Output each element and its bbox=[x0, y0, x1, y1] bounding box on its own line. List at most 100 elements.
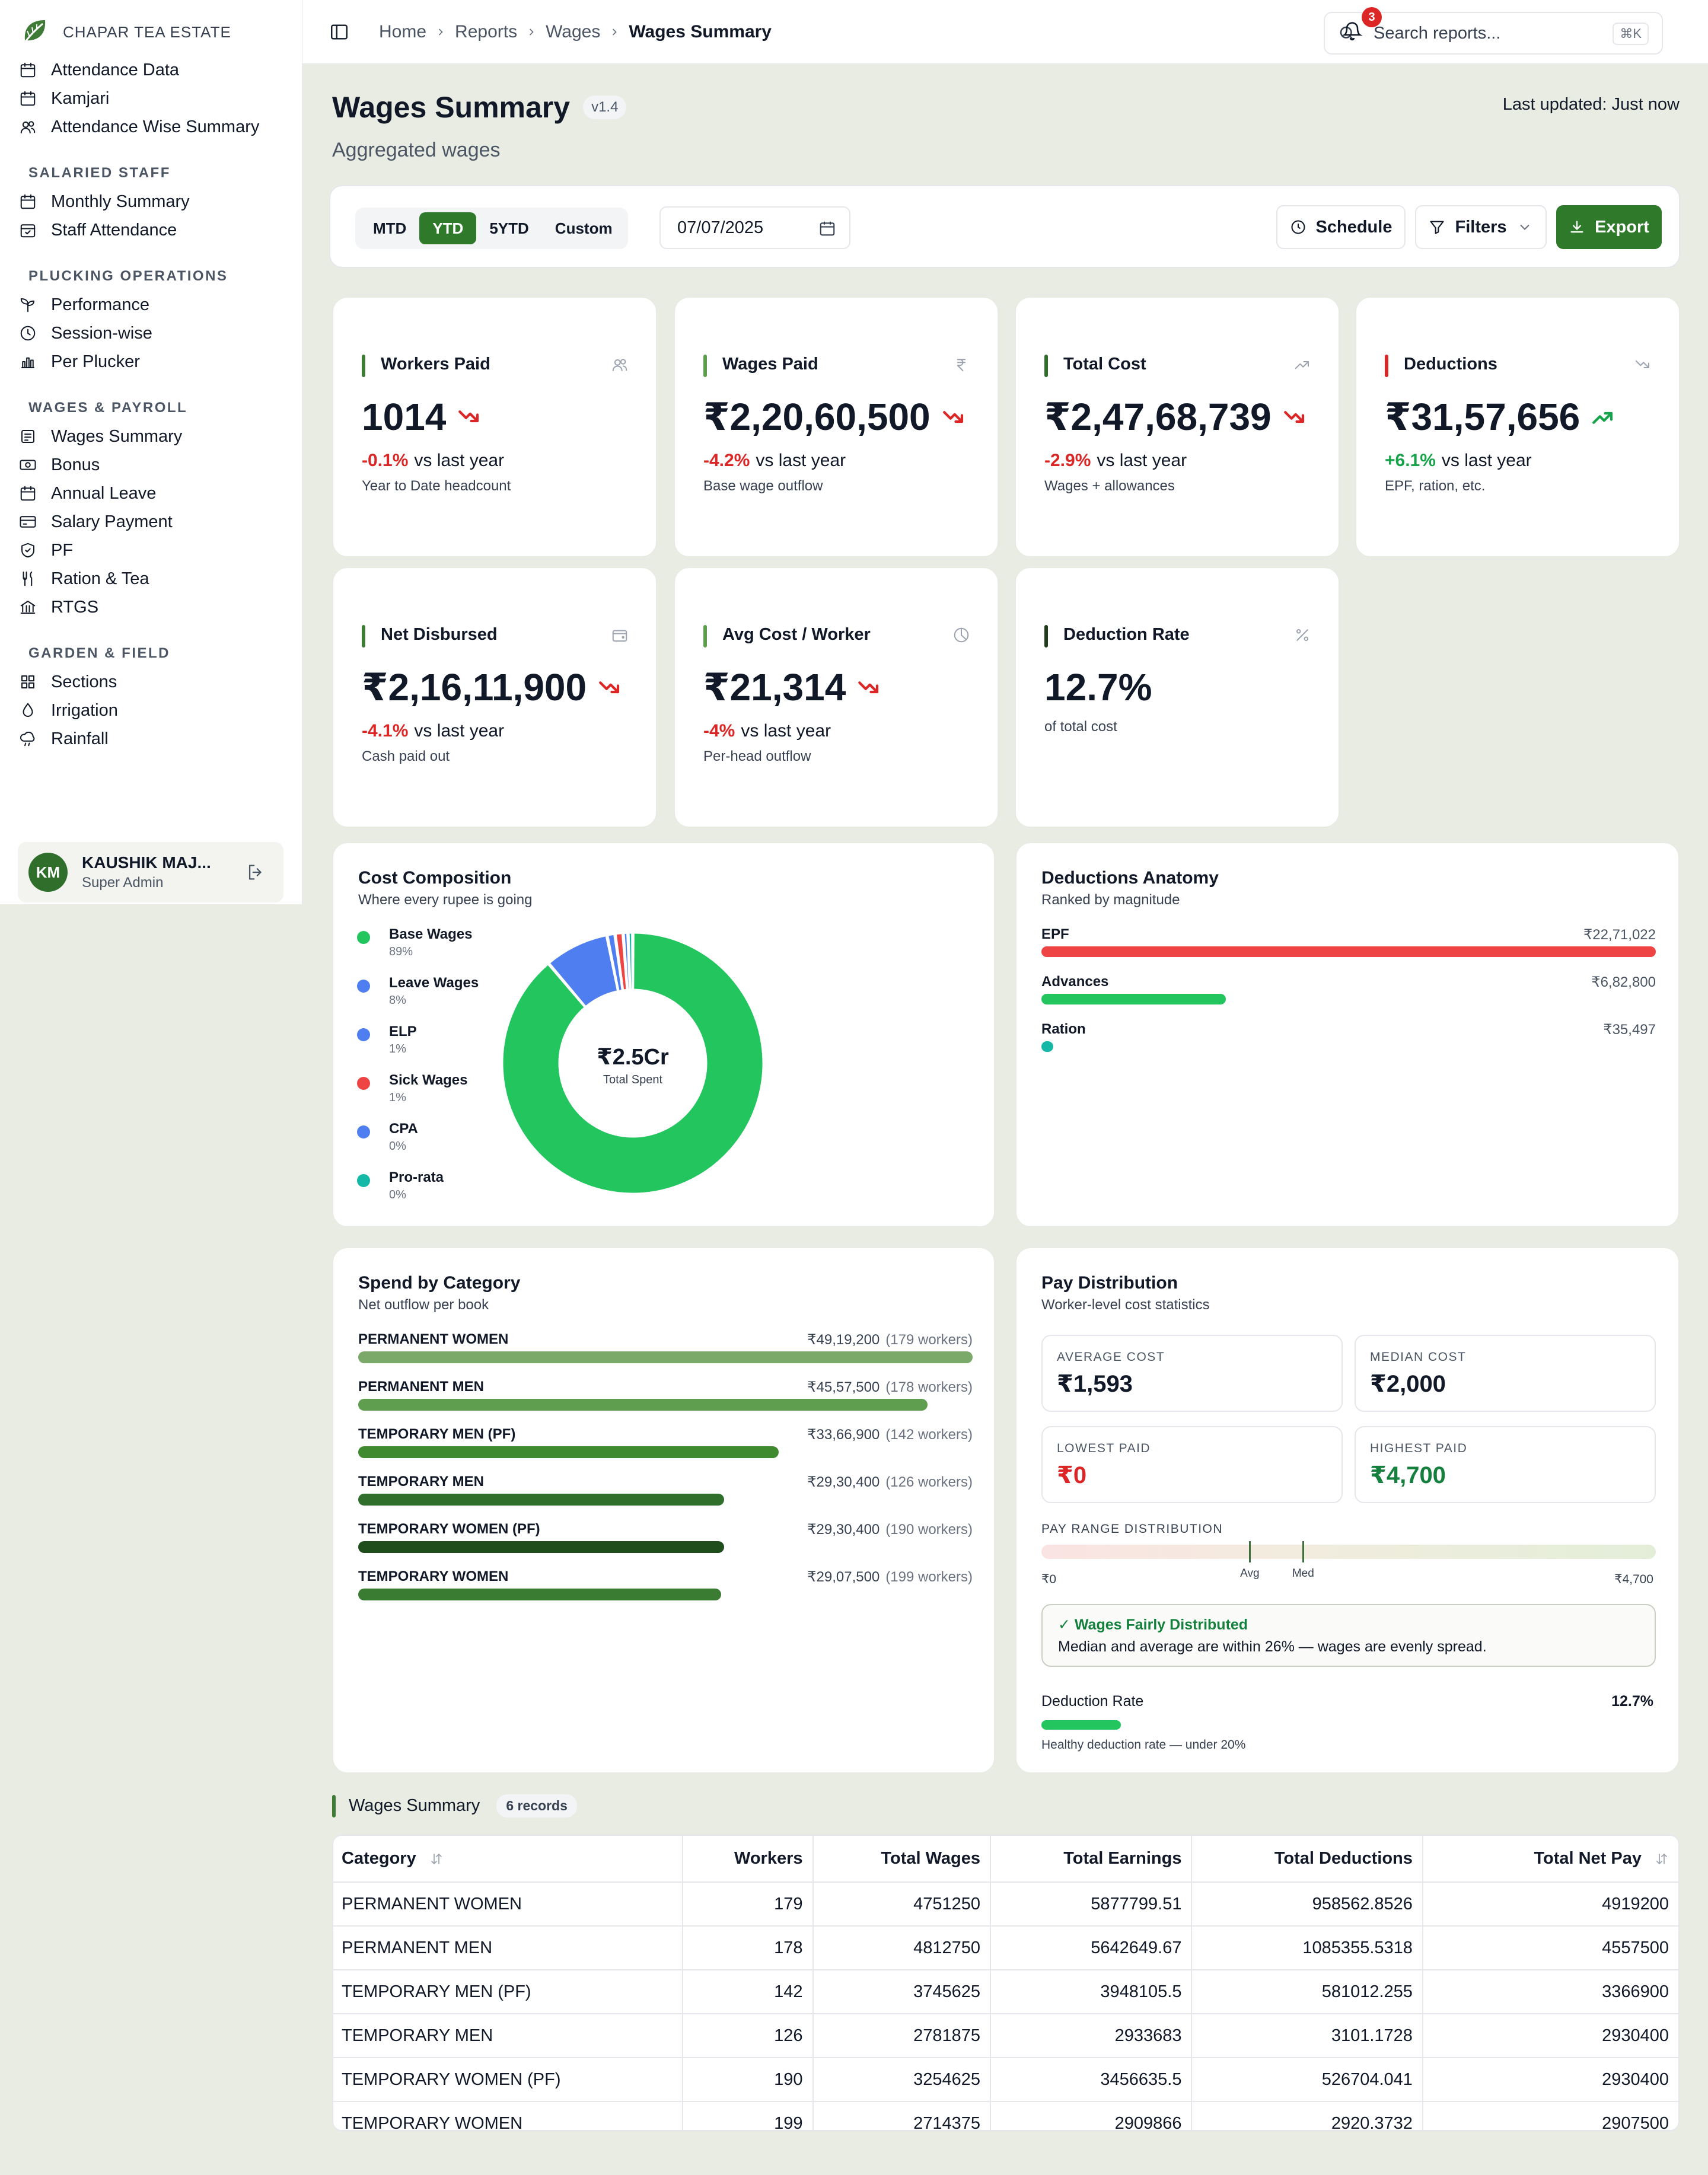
sidebar-item-session-wise[interactable]: Session-wise bbox=[0, 319, 302, 347]
kpi-card-net-disbursed: Net Disbursed ₹2,16,11,900 -4.1% vs last ye… bbox=[332, 567, 657, 828]
breadcrumb-reports[interactable]: Reports bbox=[455, 21, 518, 42]
clock-icon bbox=[19, 324, 37, 342]
range-min: ₹0 bbox=[1041, 1573, 1057, 1586]
column-total-deductions[interactable]: Total Deductions bbox=[1191, 1836, 1423, 1883]
cell-total-wages: 3254625 bbox=[812, 2058, 992, 2102]
column-category[interactable]: Category bbox=[333, 1836, 683, 1883]
sidebar-nav: Attendance Data Kamjari Attendance Wise Su… bbox=[0, 56, 302, 821]
period-ytd[interactable]: YTD bbox=[419, 212, 477, 244]
sidebar-item-salary-payment[interactable]: Salary Payment bbox=[0, 508, 302, 536]
kpi-note: Wages + allowances bbox=[1044, 478, 1175, 494]
table-row[interactable]: TEMPORARY MEN 126 2781875 2933683 3101.1728 2… bbox=[333, 2014, 1678, 2058]
kpi-label: Deductions bbox=[1404, 355, 1497, 374]
trend-down-icon bbox=[1282, 405, 1307, 430]
column-label: Category bbox=[342, 1849, 416, 1868]
cloud-rain-icon bbox=[19, 730, 37, 748]
median-marker-label: Med bbox=[1292, 1567, 1314, 1580]
sidebar-item-label: Attendance Wise Summary bbox=[51, 117, 260, 136]
chevron-down-icon bbox=[1519, 224, 1529, 230]
user-card[interactable]: KM KAUSHIK MAJ... Super Admin bbox=[18, 842, 283, 902]
sidebar-item-performance[interactable]: Performance bbox=[0, 291, 302, 319]
cell-total-net-pay: 4557500 bbox=[1422, 1926, 1678, 1970]
range-label: PAY RANGE DISTRIBUTION bbox=[1041, 1522, 1223, 1536]
schedule-button[interactable]: Schedule bbox=[1276, 205, 1406, 249]
date-value: 07/07/2025 bbox=[677, 218, 764, 237]
legend-label: Sick Wages bbox=[389, 1072, 468, 1088]
kpi-note: of total cost bbox=[1044, 719, 1117, 735]
sidebar-item-ration-tea[interactable]: Ration & Tea bbox=[0, 565, 302, 593]
deduction-row-advances: Advances ₹6,82,800 bbox=[1041, 974, 1656, 1004]
date-picker[interactable]: 07/07/2025 bbox=[659, 206, 850, 249]
donut-slice-base-wages[interactable] bbox=[501, 932, 764, 1195]
filters-button[interactable]: Filters bbox=[1415, 205, 1547, 249]
sidebar-item-rainfall[interactable]: Rainfall bbox=[0, 725, 302, 753]
period-custom[interactable]: Custom bbox=[555, 219, 613, 237]
cost-composition-card: Cost Composition Where every rupee is go… bbox=[332, 842, 995, 1227]
sort-icon[interactable] bbox=[429, 1852, 444, 1866]
sidebar-item-attendance-data[interactable]: Attendance Data bbox=[0, 56, 302, 84]
kpi-delta: -4.1% vs last year bbox=[362, 721, 504, 741]
page-subtitle: Aggregated wages bbox=[332, 139, 501, 161]
donut-slice-leave-wages[interactable] bbox=[547, 934, 619, 1008]
calendar-icon bbox=[19, 193, 37, 211]
category-amount: ₹29,30,400 bbox=[807, 1474, 880, 1490]
cell-total-earnings: 2933683 bbox=[990, 2014, 1193, 2058]
nav-group-salaried-staff: SALARIED STAFF bbox=[28, 165, 171, 181]
table-row[interactable]: PERMANENT WOMEN 179 4751250 5877799.51 95856… bbox=[333, 1882, 1678, 1927]
spend-by-category-card: Spend by Category Net outflow per book P… bbox=[332, 1247, 995, 1774]
category-bar bbox=[358, 1494, 724, 1506]
table-row[interactable]: PERMANENT MEN 178 4812750 5642649.67 1085355… bbox=[333, 1926, 1678, 1970]
stat-value: ₹2,000 bbox=[1370, 1371, 1446, 1397]
sidebar-item-staff-attendance[interactable]: Staff Attendance bbox=[0, 216, 302, 244]
column-total-wages[interactable]: Total Wages bbox=[812, 1836, 992, 1883]
sidebar-item-kamjari[interactable]: Kamjari bbox=[0, 84, 302, 113]
kpi-note: Base wage outflow bbox=[703, 478, 823, 494]
donut-slice-pro-rata[interactable] bbox=[627, 932, 633, 991]
export-button[interactable]: Export bbox=[1556, 205, 1662, 249]
sidebar-item-sections[interactable]: Sections bbox=[0, 668, 302, 696]
accent-bar bbox=[703, 355, 707, 377]
sidebar-toggle-icon[interactable] bbox=[329, 22, 349, 42]
table-row[interactable]: TEMPORARY MEN (PF) 142 3745625 3948105.5 581… bbox=[333, 1970, 1678, 2014]
column-workers[interactable]: Workers bbox=[682, 1836, 814, 1883]
category-amount: ₹29,07,500 bbox=[807, 1569, 880, 1585]
kpi-card-deduction-rate: Deduction Rate 12.7% of total cost bbox=[1015, 567, 1340, 828]
logout-icon[interactable] bbox=[246, 862, 266, 882]
table-row[interactable]: TEMPORARY WOMEN 199 2714375 2909866 2920.373… bbox=[333, 2101, 1678, 2130]
column-total-earnings[interactable]: Total Earnings bbox=[990, 1836, 1193, 1883]
table-row[interactable]: TEMPORARY WOMEN (PF) 190 3254625 3456635.5 5… bbox=[333, 2058, 1678, 2102]
trend-down-icon bbox=[941, 405, 966, 430]
stat-average-cost: AVERAGE COST ₹1,593 bbox=[1041, 1335, 1343, 1412]
trend-down-icon bbox=[856, 675, 881, 700]
column-total-net-pay[interactable]: Total Net Pay bbox=[1422, 1836, 1678, 1883]
sidebar-item-bonus[interactable]: Bonus bbox=[0, 451, 302, 479]
user-name: KAUSHIK MAJ... bbox=[82, 853, 211, 872]
legend-label: ELP bbox=[389, 1023, 417, 1039]
sort-icon[interactable] bbox=[1655, 1852, 1669, 1866]
period-5ytd[interactable]: 5YTD bbox=[489, 219, 529, 237]
category-row-temporary-men: TEMPORARY MEN ₹29,30,400 (126 workers) bbox=[358, 1474, 973, 1506]
breadcrumb-wages[interactable]: Wages bbox=[546, 21, 601, 42]
kpi-label: Total Cost bbox=[1063, 355, 1146, 374]
nav-group-wages-payroll: WAGES & PAYROLL bbox=[28, 400, 188, 416]
sidebar-item-wages-summary[interactable]: Wages Summary bbox=[0, 422, 302, 451]
sidebar-item-pf[interactable]: PF bbox=[0, 536, 302, 565]
kpi-value-text: ₹2,47,68,739 bbox=[1044, 396, 1272, 438]
sidebar-item-monthly-summary[interactable]: Monthly Summary bbox=[0, 187, 302, 216]
sidebar-item-irrigation[interactable]: Irrigation bbox=[0, 696, 302, 725]
kpi-label: Workers Paid bbox=[381, 355, 490, 374]
sidebar-item-rtgs[interactable]: RTGS bbox=[0, 593, 302, 621]
sidebar-item-attendance-wise-summary[interactable]: Attendance Wise Summary bbox=[0, 113, 302, 141]
cell-total-wages: 4751250 bbox=[812, 1882, 992, 1927]
search-input[interactable] bbox=[1374, 23, 1587, 43]
bell-icon[interactable] bbox=[1341, 20, 1363, 42]
deduction-value: ₹22,71,022 bbox=[1583, 927, 1656, 943]
stat-label: HIGHEST PAID bbox=[1370, 1442, 1468, 1455]
breadcrumb-home[interactable]: Home bbox=[379, 21, 427, 42]
sidebar-item-annual-leave[interactable]: Annual Leave bbox=[0, 479, 302, 508]
period-mtd[interactable]: MTD bbox=[373, 219, 407, 237]
category-workers: (190 workers) bbox=[885, 1522, 973, 1538]
trending-down-icon bbox=[1634, 356, 1652, 374]
sidebar-item-per-plucker[interactable]: Per Plucker bbox=[0, 347, 302, 376]
category-workers: (178 workers) bbox=[885, 1379, 973, 1395]
